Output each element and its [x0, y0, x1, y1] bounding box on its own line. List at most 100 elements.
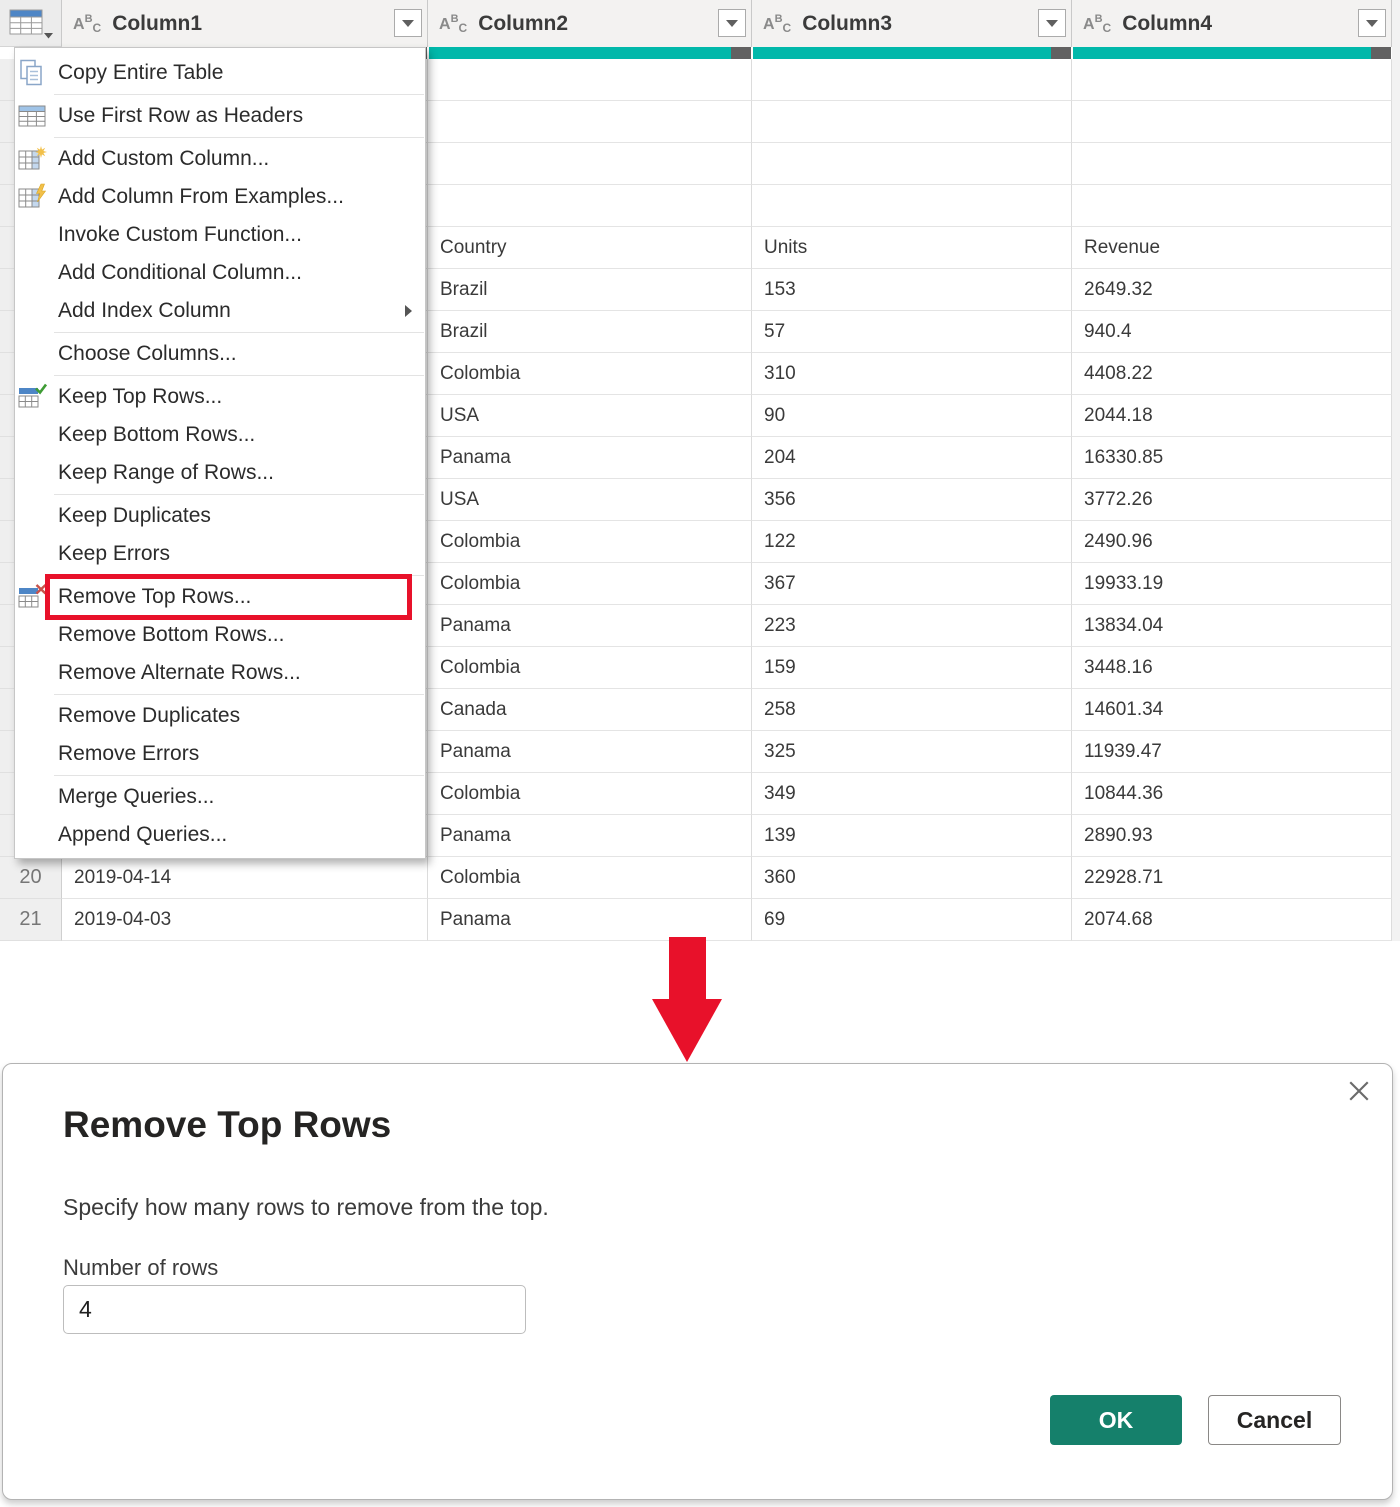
- cell-column4[interactable]: 2074.68: [1072, 899, 1392, 941]
- menu-item-remove-top-rows[interactable]: Remove Top Rows...: [15, 574, 425, 620]
- cell-column2[interactable]: [428, 59, 752, 101]
- menu-item-remove-duplicates[interactable]: Remove Duplicates: [15, 697, 425, 735]
- menu-item-add-custom-column[interactable]: Add Custom Column...: [15, 140, 425, 178]
- cell-column3[interactable]: 367: [752, 563, 1072, 605]
- column-header-column4[interactable]: ABC Column4: [1072, 0, 1392, 47]
- cell-column2[interactable]: [428, 143, 752, 185]
- menu-item-keep-bottom-rows[interactable]: Keep Bottom Rows...: [15, 416, 425, 454]
- cell-column4[interactable]: 2044.18: [1072, 395, 1392, 437]
- cancel-button[interactable]: Cancel: [1208, 1395, 1341, 1445]
- cell-column3[interactable]: 204: [752, 437, 1072, 479]
- column-quality-bar: [429, 47, 751, 59]
- menu-item-add-index-column[interactable]: Add Index Column: [15, 292, 425, 330]
- menu-item-remove-errors[interactable]: Remove Errors: [15, 735, 425, 773]
- cell-column4[interactable]: 2649.32: [1072, 269, 1392, 311]
- cell-column4[interactable]: 10844.36: [1072, 773, 1392, 815]
- cell-column3[interactable]: 223: [752, 605, 1072, 647]
- column-header-column1[interactable]: ABC Column1: [62, 0, 428, 47]
- cell-column3[interactable]: 69: [752, 899, 1072, 941]
- cell-column4[interactable]: 11939.47: [1072, 731, 1392, 773]
- cell-column2[interactable]: Brazil: [428, 311, 752, 353]
- filter-dropdown-button[interactable]: [1358, 9, 1386, 37]
- cell-column4[interactable]: [1072, 185, 1392, 227]
- menu-item-choose-columns[interactable]: Choose Columns...: [15, 335, 425, 373]
- cell-column4[interactable]: 2890.93: [1072, 815, 1392, 857]
- cell-column3[interactable]: 310: [752, 353, 1072, 395]
- cell-column4[interactable]: 16330.85: [1072, 437, 1392, 479]
- number-of-rows-input[interactable]: [63, 1285, 526, 1334]
- ok-button[interactable]: OK: [1050, 1395, 1182, 1445]
- cell-column3[interactable]: [752, 59, 1072, 101]
- column-header-column3[interactable]: ABC Column3: [752, 0, 1072, 47]
- cell-column2[interactable]: USA: [428, 479, 752, 521]
- cell-column4[interactable]: [1072, 143, 1392, 185]
- column-header-column2[interactable]: ABC Column2: [428, 0, 752, 47]
- cell-column4[interactable]: 22928.71: [1072, 857, 1392, 899]
- cell-column2[interactable]: Country: [428, 227, 752, 269]
- cell-column4[interactable]: Revenue: [1072, 227, 1392, 269]
- cell-column4[interactable]: [1072, 101, 1392, 143]
- cell-column3[interactable]: [752, 143, 1072, 185]
- menu-item-keep-range-of-rows[interactable]: Keep Range of Rows...: [15, 454, 425, 492]
- close-icon[interactable]: [1344, 1076, 1374, 1106]
- cell-column3[interactable]: 356: [752, 479, 1072, 521]
- cell-column2[interactable]: Colombia: [428, 563, 752, 605]
- menu-item-merge-queries[interactable]: Merge Queries...: [15, 778, 425, 816]
- cell-column3[interactable]: 90: [752, 395, 1072, 437]
- menu-item-use-first-row-as-headers[interactable]: Use First Row as Headers: [15, 97, 425, 135]
- filter-dropdown-button[interactable]: [394, 9, 422, 37]
- cell-column4[interactable]: 2490.96: [1072, 521, 1392, 563]
- menu-item-remove-alternate-rows[interactable]: Remove Alternate Rows...: [15, 654, 425, 692]
- cell-column4[interactable]: [1072, 59, 1392, 101]
- cell-column2[interactable]: Colombia: [428, 857, 752, 899]
- cell-column3[interactable]: 360: [752, 857, 1072, 899]
- cell-column2[interactable]: [428, 185, 752, 227]
- cell-column2[interactable]: Canada: [428, 689, 752, 731]
- cell-column4[interactable]: 4408.22: [1072, 353, 1392, 395]
- cell-column1[interactable]: 2019-04-03: [62, 899, 428, 941]
- menu-item-append-queries[interactable]: Append Queries...: [15, 816, 425, 854]
- cell-column4[interactable]: 14601.34: [1072, 689, 1392, 731]
- filter-dropdown-button[interactable]: [718, 9, 746, 37]
- cell-column2[interactable]: Panama: [428, 437, 752, 479]
- cell-column2[interactable]: Panama: [428, 605, 752, 647]
- cell-column2[interactable]: Colombia: [428, 353, 752, 395]
- cell-column3[interactable]: 159: [752, 647, 1072, 689]
- table-menu-button[interactable]: [0, 0, 62, 47]
- cell-column2[interactable]: Panama: [428, 899, 752, 941]
- cell-column4[interactable]: 13834.04: [1072, 605, 1392, 647]
- menu-item-invoke-custom-function[interactable]: Invoke Custom Function...: [15, 216, 425, 254]
- cell-column3[interactable]: [752, 101, 1072, 143]
- cell-column2[interactable]: Panama: [428, 815, 752, 857]
- cell-column4[interactable]: 940.4: [1072, 311, 1392, 353]
- cell-column2[interactable]: Colombia: [428, 521, 752, 563]
- menu-item-add-column-from-examples[interactable]: Add Column From Examples...: [15, 178, 425, 216]
- cell-column4[interactable]: 3448.16: [1072, 647, 1392, 689]
- menu-item-remove-bottom-rows[interactable]: Remove Bottom Rows...: [15, 616, 425, 654]
- menu-item-keep-duplicates[interactable]: Keep Duplicates: [15, 497, 425, 535]
- cell-column2[interactable]: Panama: [428, 731, 752, 773]
- cell-column3[interactable]: 349: [752, 773, 1072, 815]
- cell-column3[interactable]: 57: [752, 311, 1072, 353]
- cell-column2[interactable]: Brazil: [428, 269, 752, 311]
- cell-column3[interactable]: 325: [752, 731, 1072, 773]
- number-of-rows-label: Number of rows: [63, 1255, 219, 1280]
- cell-column1[interactable]: 2019-04-14: [62, 857, 428, 899]
- menu-item-add-conditional-column[interactable]: Add Conditional Column...: [15, 254, 425, 292]
- menu-item-keep-top-rows[interactable]: Keep Top Rows...: [15, 378, 425, 416]
- menu-item-copy-entire-table[interactable]: Copy Entire Table: [15, 54, 425, 92]
- cell-column3[interactable]: 139: [752, 815, 1072, 857]
- cell-column3[interactable]: 122: [752, 521, 1072, 563]
- cell-column3[interactable]: 153: [752, 269, 1072, 311]
- cell-column2[interactable]: Colombia: [428, 647, 752, 689]
- cell-column2[interactable]: USA: [428, 395, 752, 437]
- cell-column3[interactable]: [752, 185, 1072, 227]
- filter-dropdown-button[interactable]: [1038, 9, 1066, 37]
- cell-column2[interactable]: Colombia: [428, 773, 752, 815]
- cell-column3[interactable]: Units: [752, 227, 1072, 269]
- cell-column3[interactable]: 258: [752, 689, 1072, 731]
- menu-item-keep-errors[interactable]: Keep Errors: [15, 535, 425, 573]
- cell-column4[interactable]: 3772.26: [1072, 479, 1392, 521]
- cell-column4[interactable]: 19933.19: [1072, 563, 1392, 605]
- cell-column2[interactable]: [428, 101, 752, 143]
